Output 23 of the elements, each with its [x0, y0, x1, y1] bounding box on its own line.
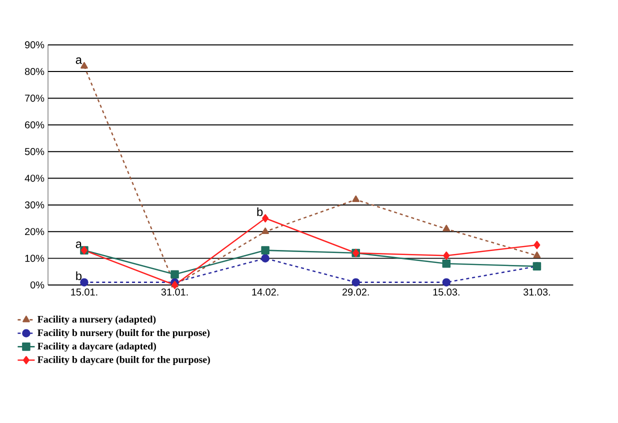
y-tick-label: 20% — [25, 228, 44, 236]
x-tick-label: 14.02. — [252, 288, 278, 296]
y-tick-label: 90% — [25, 41, 44, 48]
y-tick-label: 50% — [24, 148, 44, 156]
y-tick-label: 60% — [25, 121, 44, 128]
y-tick-label: 30% — [24, 201, 44, 208]
annotation: b — [257, 207, 263, 216]
x-tick-label: 15.01. — [71, 288, 98, 296]
y-tick-label: 10% — [25, 254, 44, 262]
x-tick-label: 31.01. — [161, 288, 188, 296]
y-tick-label: 40% — [24, 174, 44, 182]
y-tick-label: 70% — [25, 94, 44, 102]
legend-label: Facility b daycare (built for the purpose) — [38, 356, 210, 366]
y-tick-label: 80% — [24, 68, 44, 76]
x-tick-label: 15.03. — [433, 288, 460, 296]
y-tick-label: 0% — [30, 281, 44, 289]
annotation: b — [76, 271, 82, 280]
legend-label: Facility a nursery (adapted) — [38, 316, 156, 325]
legend-label: Facility a daycare (adapted) — [38, 342, 156, 352]
annotation: a — [76, 57, 82, 64]
x-tick-label: 29.02. — [342, 288, 369, 296]
legend-label: Facility b nursery (built for the purpose) — [38, 328, 210, 338]
x-tick-label: 31.03. — [523, 288, 550, 296]
